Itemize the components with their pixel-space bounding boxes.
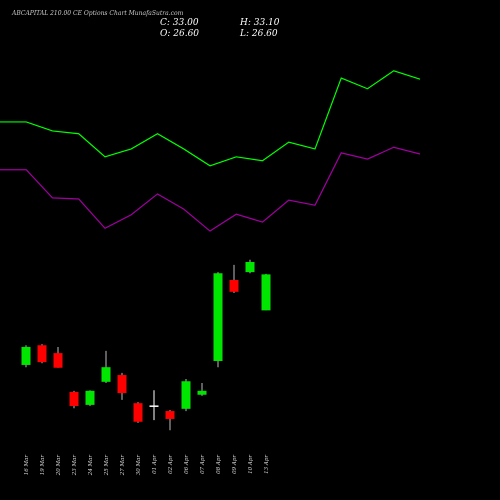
candle-body — [213, 273, 223, 361]
candle-body — [53, 353, 63, 368]
candle-body — [117, 375, 127, 394]
candle-body — [229, 280, 239, 292]
chart-title: ABCAPITAL 210.00 CE Options Chart Munafa… — [11, 10, 184, 17]
x-tick-label: 09 Apr — [232, 455, 238, 474]
overlay-line — [0, 146, 421, 232]
stat-close: C: 33.00 — [160, 18, 199, 28]
candle-body — [261, 274, 271, 311]
x-tick-label: 02 Apr — [168, 455, 174, 474]
candle-body — [133, 403, 143, 422]
x-tick-label: 27 Mar — [120, 455, 126, 477]
x-tick-label: 06 Apr — [184, 455, 190, 474]
x-tick-label: 16 Mar — [24, 455, 30, 476]
x-tick-label: 23 Mar — [72, 455, 78, 477]
x-tick-label: 19 Mar — [40, 455, 46, 476]
stat-high: H: 33.10 — [239, 18, 280, 28]
candle-body — [165, 411, 175, 419]
candle-body — [197, 390, 207, 395]
stat-open: O: 26.60 — [160, 29, 199, 39]
candle-body — [149, 405, 159, 407]
stat-low: L: 26.60 — [239, 29, 278, 39]
x-tick-label: 24 Mar — [88, 455, 94, 477]
x-tick-label: 20 Mar — [56, 455, 62, 477]
candle-body — [85, 390, 95, 405]
candle-body — [37, 345, 47, 363]
candle-body — [21, 346, 31, 365]
x-tick-label: 01 Apr — [152, 455, 158, 474]
candle-body — [101, 367, 111, 382]
overlay-line — [0, 70, 421, 167]
x-tick-label: 30 Mar — [136, 455, 142, 476]
x-tick-label: 10 Apr — [248, 455, 254, 474]
candle-body — [69, 391, 79, 406]
candle-body — [181, 381, 191, 409]
x-tick-label: 07 Apr — [200, 455, 206, 474]
x-tick-label: 08 Apr — [216, 455, 222, 474]
x-tick-label: 13 Apr — [264, 455, 270, 474]
x-tick-label: 25 Mar — [104, 455, 110, 477]
candle-body — [245, 262, 255, 273]
